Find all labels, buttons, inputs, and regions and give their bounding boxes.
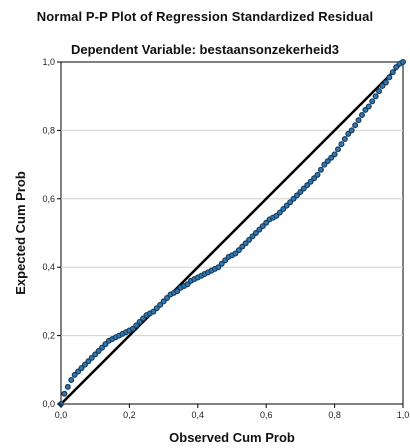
data-point xyxy=(95,347,102,354)
data-point xyxy=(352,122,359,129)
data-point xyxy=(335,146,342,153)
data-point xyxy=(355,117,362,124)
data-point xyxy=(372,93,379,100)
data-point xyxy=(174,288,181,295)
data-point xyxy=(317,166,324,173)
x-tick-label: 0,2 xyxy=(123,410,136,420)
data-point xyxy=(328,154,335,161)
data-point xyxy=(184,281,191,288)
data-point xyxy=(311,175,318,182)
data-point xyxy=(68,377,75,384)
data-point xyxy=(263,219,270,226)
data-point xyxy=(300,185,307,192)
data-point xyxy=(273,212,280,219)
reference-diagonal-line xyxy=(60,61,404,405)
data-point xyxy=(239,243,246,250)
data-point xyxy=(150,308,157,315)
data-point xyxy=(88,354,95,361)
y-axis-label: Expected Cum Prob xyxy=(13,171,28,295)
data-point xyxy=(99,344,106,351)
data-point xyxy=(232,250,239,257)
data-point xyxy=(331,151,338,158)
data-point xyxy=(290,195,297,202)
data-point xyxy=(386,74,393,81)
y-tick-label: 0,0 xyxy=(42,399,55,409)
data-point xyxy=(153,305,160,312)
data-point xyxy=(136,318,143,325)
x-tick-label: 1,0 xyxy=(397,410,410,420)
data-point xyxy=(389,69,396,76)
data-point xyxy=(164,294,171,301)
y-tick-label: 0,4 xyxy=(42,262,55,272)
data-point xyxy=(222,257,229,264)
x-tick-label: 0,0 xyxy=(55,410,68,420)
x-tick-label: 0,6 xyxy=(260,410,273,420)
data-point xyxy=(314,171,321,178)
y-tick-label: 1,0 xyxy=(42,57,55,67)
data-point xyxy=(369,98,376,105)
data-point xyxy=(304,182,311,189)
data-point xyxy=(382,79,389,86)
data-point xyxy=(218,260,225,267)
y-tick-label: 0,2 xyxy=(42,331,55,341)
data-point xyxy=(287,199,294,206)
data-point xyxy=(129,325,136,332)
data-point xyxy=(341,135,348,142)
data-point xyxy=(242,240,249,247)
chart-title: Normal P-P Plot of Regression Standardiz… xyxy=(36,9,374,24)
data-point xyxy=(379,82,386,89)
data-point xyxy=(393,64,400,71)
data-point xyxy=(345,130,352,137)
data-point xyxy=(358,112,365,119)
data-point xyxy=(338,141,345,148)
data-point xyxy=(61,390,68,397)
data-point xyxy=(365,103,372,110)
data-point xyxy=(140,315,147,322)
data-point xyxy=(362,106,369,113)
data-point xyxy=(348,127,355,134)
data-points xyxy=(57,58,407,408)
data-point xyxy=(71,371,78,378)
data-point xyxy=(400,58,407,65)
data-point xyxy=(102,341,109,348)
data-point xyxy=(283,202,290,209)
x-tick-label: 0,4 xyxy=(192,410,205,420)
data-point xyxy=(293,192,300,199)
data-point xyxy=(157,301,164,308)
data-point xyxy=(256,226,263,233)
data-point xyxy=(307,178,314,185)
y-tick-label: 0,6 xyxy=(42,194,55,204)
data-point xyxy=(64,383,71,390)
data-point xyxy=(85,358,92,365)
data-point xyxy=(92,351,99,358)
data-point xyxy=(280,206,287,213)
data-point xyxy=(376,88,383,95)
y-axis-ticks: 0,0 0,2 0,4 0,6 0,8 1,0 xyxy=(42,57,61,409)
data-point xyxy=(276,209,283,216)
x-axis-ticks: 0,0 0,2 0,4 0,6 0,8 1,0 xyxy=(55,404,410,420)
data-point xyxy=(324,158,331,165)
data-point xyxy=(246,236,253,243)
data-point xyxy=(81,361,88,368)
x-axis-label: Observed Cum Prob xyxy=(169,430,295,445)
data-point xyxy=(75,368,82,375)
data-point xyxy=(249,233,256,240)
data-point xyxy=(321,161,328,168)
data-point xyxy=(133,322,140,329)
y-tick-label: 0,8 xyxy=(42,125,55,135)
data-point xyxy=(215,264,222,271)
data-point xyxy=(252,230,259,237)
chart-subtitle: Dependent Variable: bestaansonzekerheid3 xyxy=(70,42,340,57)
data-point xyxy=(160,298,167,305)
data-point xyxy=(235,247,242,254)
x-tick-label: 0,8 xyxy=(328,410,341,420)
data-point xyxy=(259,223,266,230)
data-point xyxy=(78,365,85,372)
data-point xyxy=(297,188,304,195)
